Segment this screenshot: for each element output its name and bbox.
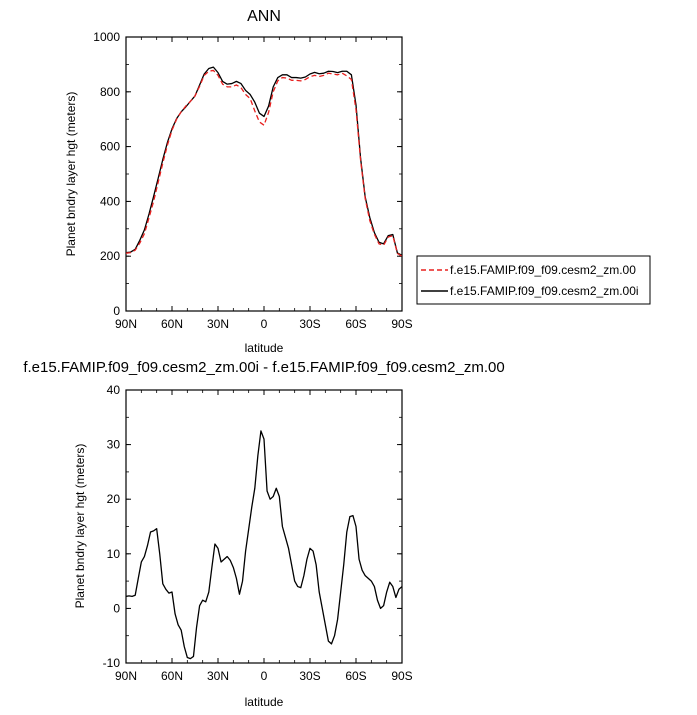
bottom-chart-series-line-1 <box>125 430 403 660</box>
top-chart-title: ANN <box>247 8 281 25</box>
top-plot-area: 90N 60N 30N 0 30S 60S 90S 0 200 400 600 800 1000 <box>93 30 412 331</box>
bottom-chart-xtick-label: 30S <box>299 669 320 683</box>
top-chart-ytick-label: 600 <box>100 140 120 154</box>
legend-label-series-1: f.e15.FAMIP.f09_f09.cesm2_zm.00 <box>450 263 636 277</box>
bottom-chart-ytick-label: -10 <box>103 656 121 670</box>
top-chart-frame <box>125 36 403 312</box>
bottom-chart-ytick-label: 30 <box>107 438 121 452</box>
bottom-chart-xtick-label: 60N <box>161 669 183 683</box>
bottom-plot-area: 90N 60N 30N 0 30S 60S 90S -10 0 10 20 30 40 <box>103 383 413 683</box>
top-chart-xtick-label: 30S <box>299 317 320 331</box>
bottom-chart-xlabel: latitude <box>245 695 284 709</box>
legend-label-series-2: f.e15.FAMIP.f09_f09.cesm2_zm.00i <box>450 284 639 298</box>
bottom-chart-ytick-label: 20 <box>107 492 121 506</box>
bottom-chart-xtick-label: 90S <box>391 669 412 683</box>
bottom-chart-xtick-label: 0 <box>261 669 268 683</box>
top-chart-xtick-label: 90N <box>115 317 137 331</box>
top-chart-series-line-1 <box>125 69 403 257</box>
bottom-chart-title: f.e15.FAMIP.f09_f09.cesm2_zm.00i - f.e15… <box>23 359 504 376</box>
top-chart-ytick-label: 800 <box>100 85 120 99</box>
top-chart-xtick-label: 60N <box>161 317 183 331</box>
top-chart-series-line-2 <box>125 66 403 256</box>
top-chart-ylabel: Planet bndry layer hgt (meters) <box>64 92 78 257</box>
top-chart-xtick-label: 0 <box>261 317 268 331</box>
bottom-chart-ytick-label: 0 <box>113 601 120 615</box>
top-chart-xlabel: latitude <box>245 341 284 355</box>
bottom-chart-xtick-label: 30N <box>207 669 229 683</box>
bottom-chart-frame <box>125 389 403 664</box>
top-chart-ytick-label: 1000 <box>93 30 120 44</box>
bottom-chart-ylabel: Planet bndry layer hgt (meters) <box>73 444 87 609</box>
top-chart: ANN 90N 60N 30N 0 30S 60S 90S 0 200 400 600 800 1000… <box>64 8 413 355</box>
legend-box <box>416 255 651 305</box>
bottom-chart-xtick-label: 60S <box>345 669 366 683</box>
legend: f.e15.FAMIP.f09_f09.cesm2_zm.00 f.e15.FA… <box>416 255 651 305</box>
top-chart-xtick-label: 60S <box>345 317 366 331</box>
bottom-chart-xtick-label: 90N <box>115 669 137 683</box>
top-chart-ytick-label: 400 <box>100 194 120 208</box>
top-chart-xtick-label: 30N <box>207 317 229 331</box>
bottom-chart-ytick-label: 10 <box>107 547 121 561</box>
bottom-chart-ytick-label: 40 <box>107 383 121 397</box>
top-chart-ytick-label: 200 <box>100 249 120 263</box>
bottom-chart: f.e15.FAMIP.f09_f09.cesm2_zm.00i - f.e15… <box>23 359 504 709</box>
top-chart-xtick-label: 90S <box>391 317 412 331</box>
top-chart-ytick-label: 0 <box>113 304 120 318</box>
